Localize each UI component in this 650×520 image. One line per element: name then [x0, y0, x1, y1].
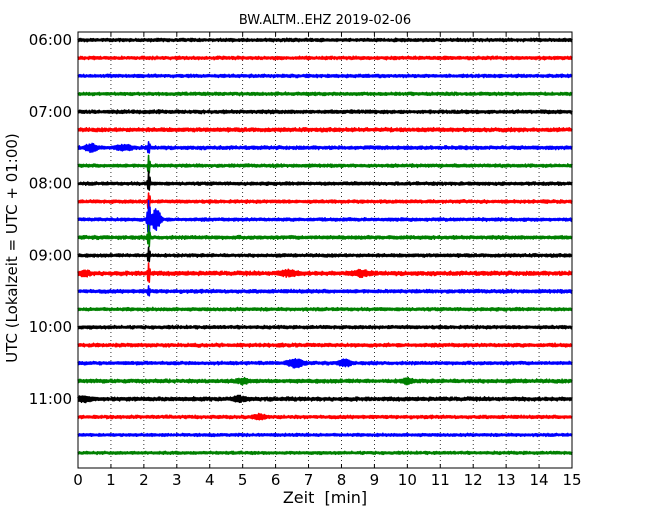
x-tick-label: 11 [431, 471, 450, 489]
y-axis-label: UTC (Lokalzeit = UTC + 01:00) [3, 133, 21, 363]
x-tick-label: 4 [205, 471, 215, 489]
x-tick-label: 0 [73, 471, 83, 489]
trace-1130 [77, 432, 573, 438]
x-tick-label: 9 [370, 471, 380, 489]
trace-0945 [77, 306, 573, 312]
plot-frame [77, 31, 573, 469]
trace-0900 [77, 246, 573, 263]
trace-1000 [77, 324, 573, 330]
y-tick-label: 07:00 [29, 103, 72, 121]
x-tick-label: 1 [106, 471, 116, 489]
x-axis-label: Zeit [min] [283, 488, 367, 507]
trace-0700 [77, 109, 573, 115]
trace-0800 [77, 170, 573, 191]
y-tick-label: 08:00 [29, 175, 72, 193]
trace-1030 [77, 358, 573, 369]
x-tick-label: 5 [238, 471, 248, 489]
x-tick-label: 7 [304, 471, 314, 489]
trace-0930 [77, 285, 573, 297]
trace-1100 [77, 394, 573, 404]
y-tick-label: 10:00 [29, 318, 72, 336]
trace-1145 [77, 450, 573, 456]
trace-0645 [77, 91, 573, 97]
trace-0630 [77, 73, 573, 79]
trace-0830 [77, 199, 573, 242]
x-tick-label: 15 [562, 471, 581, 489]
x-tick-label: 14 [530, 471, 549, 489]
trace-group [77, 37, 573, 456]
trace-0615 [77, 55, 573, 61]
trace-0715 [77, 126, 573, 133]
grid-lines [110, 32, 540, 468]
x-tick-label: 13 [497, 471, 516, 489]
x-tick-label: 3 [172, 471, 182, 489]
trace-0915 [77, 262, 573, 283]
y-tick-label: 06:00 [29, 31, 72, 49]
trace-1115 [77, 412, 573, 421]
x-tick-label: 8 [337, 471, 347, 489]
y-tick-label: 11:00 [29, 390, 72, 408]
x-tick-label: 10 [398, 471, 417, 489]
y-axis: 06:00 07:00 08:00 09:00 10:00 11:00 [29, 31, 572, 408]
trace-0845 [77, 224, 573, 248]
trace-0600 [77, 37, 573, 43]
trace-0730 [77, 141, 573, 154]
trace-1045 [77, 376, 573, 386]
chart-title: BW.ALTM..EHZ 2019-02-06 [239, 13, 411, 28]
x-axis: 0 1 2 3 4 5 6 7 8 9 10 11 12 13 14 15 [73, 32, 582, 489]
x-tick-label: 6 [271, 471, 281, 489]
x-tick-label: 12 [464, 471, 483, 489]
trace-0815 [77, 192, 573, 214]
y-tick-label: 09:00 [29, 246, 72, 264]
x-tick-label: 2 [139, 471, 149, 489]
trace-1015 [77, 342, 573, 348]
trace-0745 [77, 154, 573, 174]
